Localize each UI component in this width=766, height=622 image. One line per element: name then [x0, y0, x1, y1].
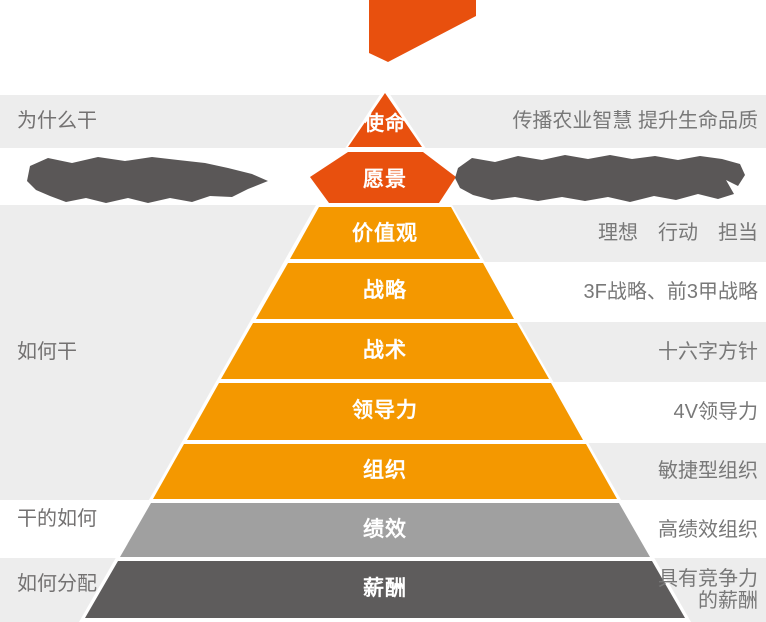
- level-label-values: 价值观: [352, 222, 418, 245]
- level-tactics: [221, 323, 549, 379]
- top-ribbon: [369, 0, 476, 62]
- annotation-mission: 传播农业智慧 提升生命品质: [512, 110, 758, 132]
- level-label-vision: 愿景: [363, 168, 407, 191]
- level-label-organization: 组织: [363, 459, 407, 482]
- annotation-leadership: 4V领导力: [673, 401, 758, 423]
- left-label-how: 如何干: [17, 341, 77, 363]
- left-label-why: 为什么干: [17, 110, 97, 132]
- left-label-how-distributed: 如何分配: [17, 573, 97, 595]
- level-label-strategy: 战略: [363, 279, 407, 302]
- annotation-compensation: 具有竞争力 的薪酬: [658, 568, 758, 612]
- level-values: [290, 207, 480, 259]
- annotation-performance: 高绩效组织: [658, 519, 758, 541]
- level-strategy: [256, 263, 514, 319]
- annotation-strategy: 3F战略、前3甲战略: [583, 281, 758, 303]
- level-label-compensation: 薪酬: [363, 577, 407, 600]
- level-label-tactics: 战术: [363, 339, 407, 362]
- annotation-values: 理想 行动 担当: [598, 222, 758, 244]
- redacted-text-blob-left: [27, 157, 268, 203]
- level-organization: [153, 444, 617, 499]
- redacted-text-blob-right: [455, 155, 745, 202]
- annotation-organization: 敏捷型组织: [658, 460, 758, 482]
- level-label-performance: 绩效: [363, 518, 407, 541]
- level-performance: [120, 503, 650, 557]
- level-vision: [310, 152, 456, 203]
- level-mission: [348, 93, 422, 147]
- left-label-how-done: 干的如何: [17, 508, 97, 530]
- annotation-tactics: 十六字方针: [658, 341, 758, 363]
- level-label-mission: 使命: [364, 113, 406, 135]
- band-how-panel: [0, 205, 316, 500]
- level-label-leadership: 领导力: [352, 399, 418, 422]
- level-leadership: [187, 383, 583, 440]
- level-compensation: [85, 561, 685, 618]
